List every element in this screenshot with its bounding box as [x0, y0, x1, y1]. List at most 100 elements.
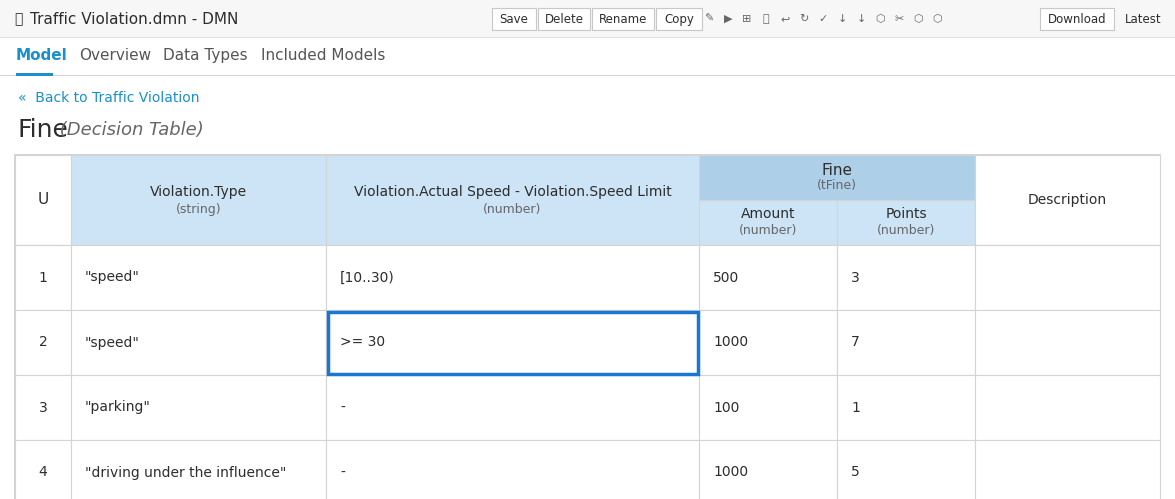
Text: Violation.Type: Violation.Type	[150, 185, 247, 199]
Bar	[325, 310, 699, 375]
Bar	[325, 375, 699, 440]
Bar	[837, 245, 975, 310]
Text: >= 30: >= 30	[340, 335, 385, 349]
Bar	[0, 0, 1175, 38]
Text: Latest: Latest	[1124, 12, 1162, 25]
Text: Save: Save	[499, 12, 529, 25]
Bar	[975, 310, 1160, 375]
Bar	[0, 37, 1175, 38]
Text: (number): (number)	[739, 224, 797, 237]
Text: 100: 100	[713, 401, 739, 415]
Text: "speed": "speed"	[85, 335, 140, 349]
Text: Amount: Amount	[740, 208, 795, 222]
Bar	[0, 38, 1175, 76]
Bar	[492, 8, 536, 30]
Text: (number): (number)	[877, 224, 935, 237]
Text: Data Types: Data Types	[163, 47, 248, 62]
Bar	[328, 311, 698, 373]
Text: Overview: Overview	[79, 47, 152, 62]
Bar	[325, 440, 699, 499]
Text: -: -	[340, 401, 345, 415]
Text: 7: 7	[851, 335, 860, 349]
Bar	[699, 245, 837, 310]
Bar	[15, 155, 1160, 499]
Bar	[699, 200, 837, 245]
Bar	[1040, 8, 1114, 30]
Text: ⬡: ⬡	[932, 14, 942, 24]
Text: (Decision Table): (Decision Table)	[54, 121, 203, 139]
Text: Fine: Fine	[18, 118, 69, 142]
Bar	[70, 310, 325, 375]
Bar	[70, 440, 325, 499]
Bar	[975, 375, 1160, 440]
Text: (tFine): (tFine)	[817, 179, 857, 192]
Text: ⊞: ⊞	[743, 14, 752, 24]
Text: Download: Download	[1048, 12, 1107, 25]
Bar	[975, 440, 1160, 499]
Bar	[15, 245, 70, 310]
Text: [10..30): [10..30)	[340, 270, 395, 284]
Text: ⬜: ⬜	[763, 14, 770, 24]
Text: 4: 4	[39, 466, 47, 480]
Text: Fine: Fine	[821, 163, 853, 178]
Text: 3: 3	[851, 270, 860, 284]
Bar	[538, 8, 590, 30]
Text: 1: 1	[851, 401, 860, 415]
Bar	[975, 155, 1160, 245]
Bar	[0, 75, 1175, 76]
Text: Copy: Copy	[664, 12, 694, 25]
Text: ▶: ▶	[724, 14, 732, 24]
Text: Violation.Actual Speed - Violation.Speed Limit: Violation.Actual Speed - Violation.Speed…	[354, 185, 671, 199]
Text: "driving under the influence": "driving under the influence"	[85, 466, 287, 480]
Bar	[16, 73, 53, 76]
Bar	[837, 200, 975, 245]
Text: ✓: ✓	[818, 14, 827, 24]
Text: "parking": "parking"	[85, 401, 150, 415]
Text: Delete: Delete	[544, 12, 584, 25]
Text: 1: 1	[39, 270, 47, 284]
Bar	[15, 440, 70, 499]
Bar	[656, 8, 701, 30]
Text: "speed": "speed"	[85, 270, 140, 284]
Text: 500: 500	[713, 270, 739, 284]
Bar	[70, 155, 325, 245]
Text: Included Models: Included Models	[261, 47, 385, 62]
Text: ↩: ↩	[780, 14, 790, 24]
Text: ⬡: ⬡	[875, 14, 885, 24]
Text: (number): (number)	[483, 203, 542, 216]
Bar	[15, 310, 70, 375]
Bar	[325, 245, 699, 310]
Text: ⬡: ⬡	[913, 14, 922, 24]
Text: Description: Description	[1028, 193, 1107, 207]
Bar	[699, 440, 837, 499]
Text: ↻: ↻	[799, 14, 808, 24]
Text: Rename: Rename	[599, 12, 647, 25]
Bar	[592, 8, 654, 30]
Text: 1000: 1000	[713, 466, 748, 480]
Text: 🔒: 🔒	[14, 12, 22, 26]
Bar	[699, 375, 837, 440]
Text: 5: 5	[851, 466, 860, 480]
Text: ✂: ✂	[894, 14, 904, 24]
Bar	[699, 155, 975, 200]
Text: 1000: 1000	[713, 335, 748, 349]
Text: Points: Points	[885, 208, 927, 222]
Text: ✎: ✎	[704, 14, 713, 24]
Bar	[975, 245, 1160, 310]
Bar	[837, 440, 975, 499]
Text: ↓: ↓	[838, 14, 847, 24]
Text: ↓: ↓	[857, 14, 866, 24]
Bar	[15, 155, 70, 245]
Text: -: -	[340, 466, 345, 480]
Text: Traffic Violation.dmn - DMN: Traffic Violation.dmn - DMN	[31, 11, 239, 26]
Text: 3: 3	[39, 401, 47, 415]
Text: Model: Model	[16, 47, 68, 62]
Bar	[15, 375, 70, 440]
Text: 2: 2	[39, 335, 47, 349]
Bar	[837, 310, 975, 375]
Bar	[70, 375, 325, 440]
Text: «  Back to Traffic Violation: « Back to Traffic Violation	[18, 91, 200, 105]
Bar	[70, 245, 325, 310]
Text: U: U	[38, 193, 48, 208]
Bar	[837, 375, 975, 440]
